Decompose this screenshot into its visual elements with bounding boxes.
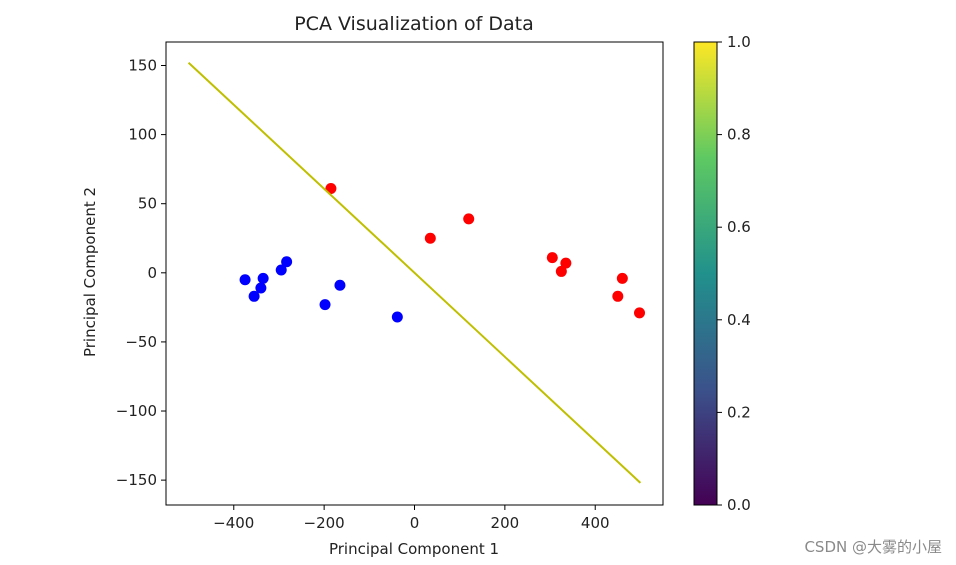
colorbar-tick-label: 0.2 <box>727 403 751 421</box>
scatter-point <box>634 307 646 319</box>
scatter-point <box>424 232 436 244</box>
y-tick-label: 0 <box>147 264 157 282</box>
x-tick-label: 200 <box>491 514 520 532</box>
y-tick-label: 150 <box>128 56 157 74</box>
scatter-point <box>546 252 558 264</box>
scatter-point <box>334 279 346 291</box>
scatter-point <box>612 290 624 302</box>
y-tick-label: −50 <box>125 333 157 351</box>
scatter-point <box>391 311 403 323</box>
colorbar-tick-label: 0.4 <box>727 311 751 329</box>
scatter-point <box>319 299 331 311</box>
scatter-point <box>257 272 269 284</box>
colorbar-tick-label: 0.6 <box>727 218 751 236</box>
y-tick-label: 50 <box>138 195 157 213</box>
colorbar-tick-label: 1.0 <box>727 33 751 51</box>
x-tick-label: −400 <box>213 514 254 532</box>
colorbar-gradient <box>693 41 718 506</box>
y-tick-label: 100 <box>128 126 157 144</box>
y-axis-label: Principal Component 2 <box>81 187 99 357</box>
plot-frame <box>165 41 664 506</box>
x-tick-label: 400 <box>581 514 610 532</box>
y-tick-label: −100 <box>116 402 157 420</box>
scatter-point <box>255 282 267 294</box>
scatter-point <box>555 265 567 277</box>
scatter-point <box>248 290 260 302</box>
decision-boundary-line <box>187 61 642 484</box>
x-axis-label: Principal Component 1 <box>329 540 499 558</box>
colorbar: 0.0 0.2 0.4 0.6 0.8 1.0 <box>693 33 751 514</box>
x-tick-label: 0 <box>410 514 420 532</box>
chart-title: PCA Visualization of Data <box>294 13 534 35</box>
scatter-point <box>281 256 293 268</box>
colorbar-tick-label: 0.0 <box>727 496 751 514</box>
y-tick-label: −150 <box>116 471 157 489</box>
watermark: CSDN @大雾的小屋 <box>804 538 942 556</box>
colorbar-tick-label: 0.8 <box>727 126 751 144</box>
x-tick-label: −200 <box>304 514 345 532</box>
plot-area: −400 −200 0 200 400 −150 −100 −50 0 50 100 150 <box>116 41 664 532</box>
scatter-point <box>560 257 572 269</box>
scatter-point <box>275 264 287 276</box>
scatter-point <box>239 274 251 286</box>
scatter-point <box>463 213 475 225</box>
scatter-point <box>616 272 628 284</box>
